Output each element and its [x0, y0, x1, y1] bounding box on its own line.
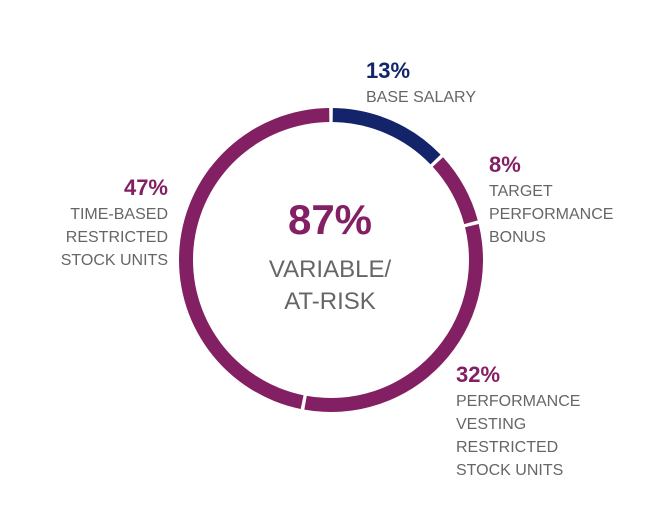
value-label: 47%	[123, 175, 168, 200]
value-label: 13%	[366, 58, 411, 83]
center-text: VARIABLE/ AT-RISK	[268, 256, 392, 315]
category-label: TARGET PERFORMANCE BONUS	[489, 183, 614, 246]
value-label: 32%	[456, 362, 501, 387]
category-label: TIME-BASED RESTRICTED STOCK UNITS	[60, 206, 168, 269]
category-label: BASE SALARY	[366, 89, 476, 106]
slice	[304, 223, 483, 413]
value-label: 8%	[489, 152, 521, 177]
category-label: PERFORMANCE VESTING RESTRICTED STOCK UNI…	[456, 393, 581, 479]
center-value: 87%	[287, 196, 373, 243]
slice	[432, 157, 478, 225]
slice	[332, 108, 441, 165]
